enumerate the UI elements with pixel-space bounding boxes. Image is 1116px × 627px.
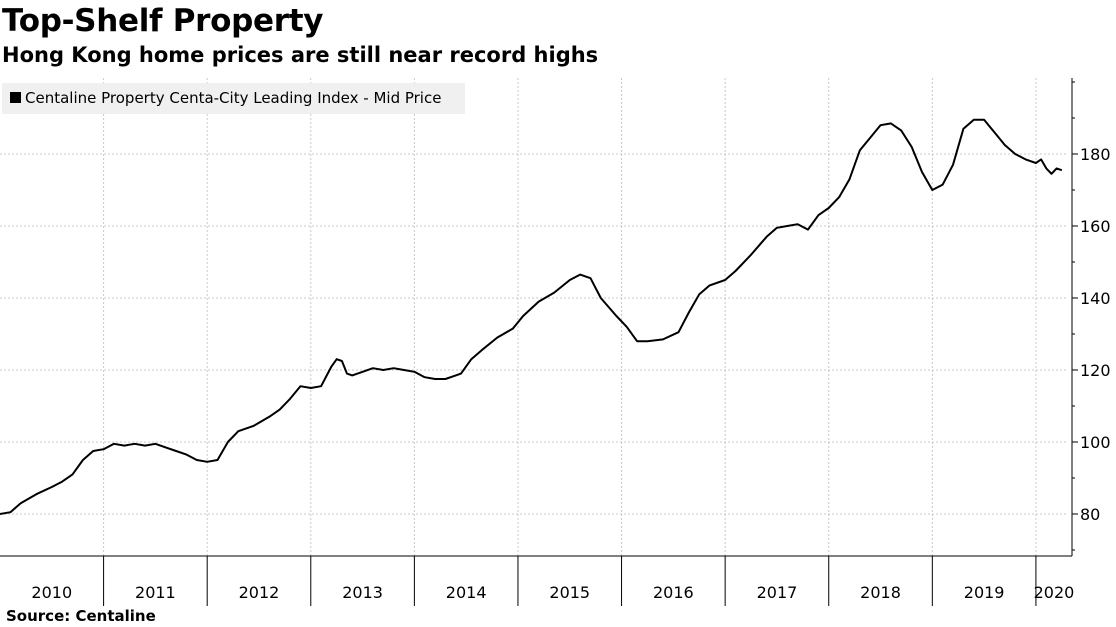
x-tick-label: 2013 <box>342 583 383 602</box>
legend-label: Centaline Property Centa-City Leading In… <box>25 89 441 107</box>
y-tick-label: 100 <box>1080 433 1111 452</box>
chart-title: Top-Shelf Property <box>2 3 324 39</box>
grid <box>0 78 1067 556</box>
legend: Centaline Property Centa-City Leading In… <box>2 83 465 114</box>
y-tick-label: 160 <box>1080 217 1111 236</box>
x-tick-label: 2019 <box>964 583 1005 602</box>
legend-background <box>2 83 465 114</box>
y-tick-label: 140 <box>1080 289 1111 308</box>
chart-subtitle: Hong Kong home prices are still near rec… <box>2 43 599 67</box>
source-note: Source: Centaline <box>6 607 156 625</box>
y-tick-label: 80 <box>1080 505 1100 524</box>
series-layer <box>0 118 1063 515</box>
x-tick-label: 2015 <box>549 583 590 602</box>
x-tick-label: 2017 <box>757 583 798 602</box>
x-tick-label: 2011 <box>135 583 176 602</box>
x-tick-label: 2010 <box>31 583 72 602</box>
x-tick-label: 2020 <box>1034 583 1075 602</box>
series-line <box>0 118 1063 515</box>
x-tick-label: 2014 <box>446 583 487 602</box>
axes: 80 100 120 140 160 180 2010 2011 2012 2013 2014 201… <box>0 78 1111 606</box>
x-tick-label: 2016 <box>653 583 694 602</box>
y-tick-label: 180 <box>1080 145 1111 164</box>
legend-swatch <box>10 92 21 103</box>
y-tick-label: 120 <box>1080 361 1111 380</box>
x-tick-label: 2012 <box>239 583 280 602</box>
x-tick-label: 2018 <box>860 583 901 602</box>
